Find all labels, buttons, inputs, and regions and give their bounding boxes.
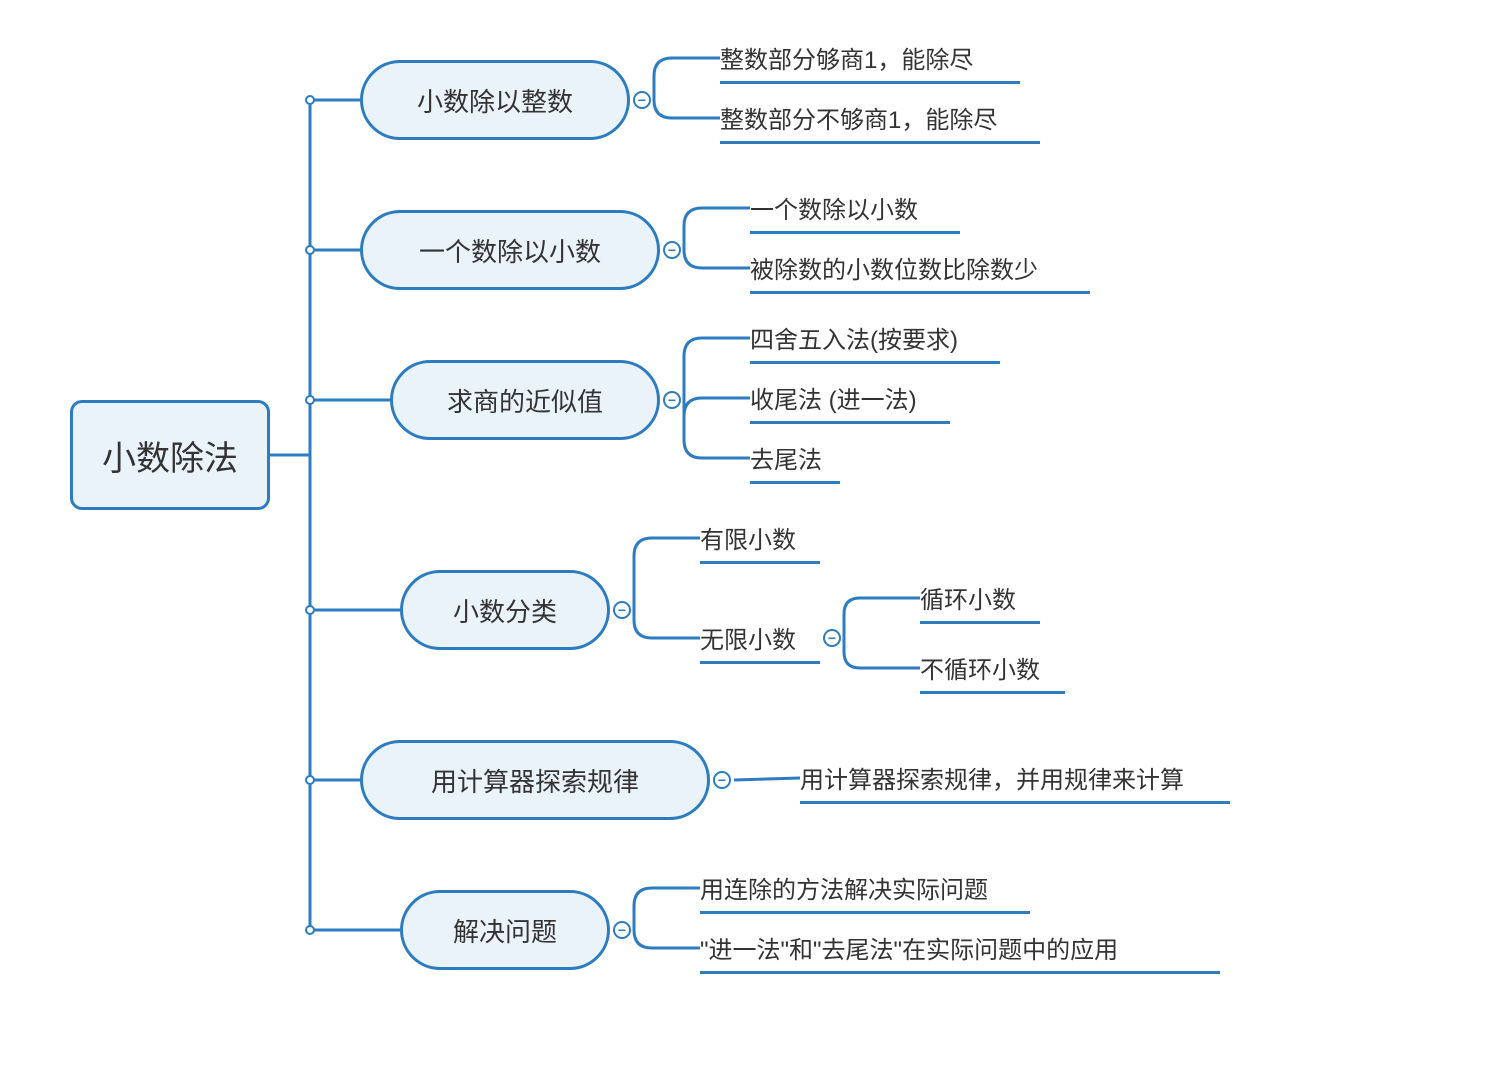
leaf-label: 一个数除以小数 xyxy=(750,197,918,224)
leaf-node[interactable]: 去尾法 xyxy=(750,440,840,484)
leaf-label: 用连除的方法解决实际问题 xyxy=(700,877,988,904)
branch-label: 小数除以整数 xyxy=(417,82,573,119)
leaf-node[interactable]: 用连除的方法解决实际问题 xyxy=(700,870,1030,914)
leaf-node[interactable]: 四舍五入法(按要求) xyxy=(750,320,1000,364)
branch-node-b3[interactable]: 求商的近似值 xyxy=(390,360,660,440)
leaf-node[interactable]: 有限小数 xyxy=(700,520,820,564)
leaf-label: "进一法"和"去尾法"在实际问题中的应用 xyxy=(700,937,1118,964)
junction-dot-b2 xyxy=(305,245,315,255)
leaf-node[interactable]: 被除数的小数位数比除数少 xyxy=(750,250,1090,294)
leaf-node[interactable]: 循环小数 xyxy=(920,580,1040,624)
leaf-node[interactable]: "进一法"和"去尾法"在实际问题中的应用 xyxy=(700,930,1220,974)
collapse-btn-b2[interactable]: − xyxy=(663,241,681,259)
root-label: 小数除法 xyxy=(102,431,238,480)
leaf-node[interactable]: 用计算器探索规律，并用规律来计算 xyxy=(800,760,1230,804)
junction-dot-b3 xyxy=(305,395,315,405)
junction-dot-b4 xyxy=(305,605,315,615)
leaf-label: 去尾法 xyxy=(750,447,822,474)
leaf-node[interactable]: 整数部分够商1，能除尽 xyxy=(720,40,1020,84)
leaf-label: 用计算器探索规律，并用规律来计算 xyxy=(800,767,1184,794)
leaf-node[interactable]: 不循环小数 xyxy=(920,650,1065,694)
branch-label: 求商的近似值 xyxy=(447,382,603,419)
branch-node-b1[interactable]: 小数除以整数 xyxy=(360,60,630,140)
branch-label: 小数分类 xyxy=(453,592,557,629)
leaf-label: 整数部分够商1，能除尽 xyxy=(720,47,973,74)
leaf-node[interactable]: 一个数除以小数 xyxy=(750,190,960,234)
branch-node-b2[interactable]: 一个数除以小数 xyxy=(360,210,660,290)
leaf-label: 不循环小数 xyxy=(920,657,1040,684)
collapse-btn-sub-3-1[interactable]: − xyxy=(823,629,841,647)
leaf-label: 无限小数 xyxy=(700,627,796,654)
branch-label: 一个数除以小数 xyxy=(419,232,601,269)
branch-node-b4[interactable]: 小数分类 xyxy=(400,570,610,650)
leaf-label: 有限小数 xyxy=(700,527,796,554)
leaf-node[interactable]: 收尾法 (进一法) xyxy=(750,380,950,424)
leaf-label: 整数部分不够商1，能除尽 xyxy=(720,107,997,134)
leaf-label: 被除数的小数位数比除数少 xyxy=(750,257,1038,284)
branch-label: 解决问题 xyxy=(453,912,557,949)
leaf-node[interactable]: 无限小数 xyxy=(700,620,820,664)
branch-label: 用计算器探索规律 xyxy=(431,762,639,799)
leaf-label: 四舍五入法(按要求) xyxy=(750,327,958,354)
collapse-btn-b6[interactable]: − xyxy=(613,921,631,939)
collapse-btn-b4[interactable]: − xyxy=(613,601,631,619)
collapse-btn-b5[interactable]: − xyxy=(713,771,731,789)
leaf-label: 收尾法 (进一法) xyxy=(750,387,917,414)
junction-dot-b6 xyxy=(305,925,315,935)
branch-node-b6[interactable]: 解决问题 xyxy=(400,890,610,970)
root-node[interactable]: 小数除法 xyxy=(70,400,270,510)
collapse-btn-b1[interactable]: − xyxy=(633,91,651,109)
junction-dot-b5 xyxy=(305,775,315,785)
leaf-label: 循环小数 xyxy=(920,587,1016,614)
junction-dot-b1 xyxy=(305,95,315,105)
branch-node-b5[interactable]: 用计算器探索规律 xyxy=(360,740,710,820)
leaf-node[interactable]: 整数部分不够商1，能除尽 xyxy=(720,100,1040,144)
collapse-btn-b3[interactable]: − xyxy=(663,391,681,409)
